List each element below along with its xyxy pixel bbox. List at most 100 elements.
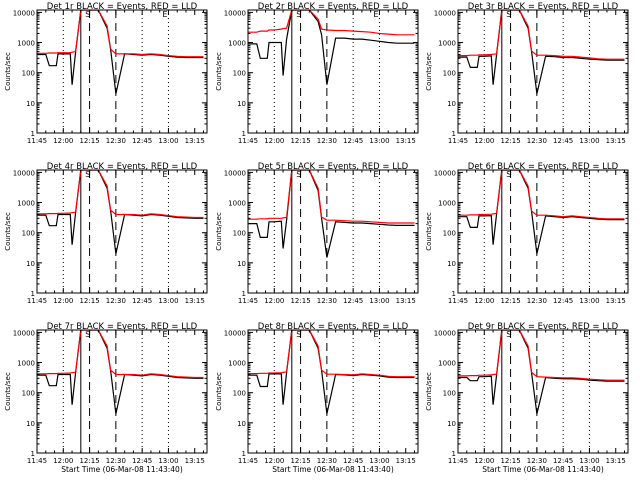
x-tick-label: 12:30 (106, 297, 126, 305)
chart-panel-6: 1 10 100 1000 10000 11:45 12:00 12:15 12:30 12:45… (425, 162, 629, 305)
plot-frame (457, 329, 629, 454)
chart-title: Det 3r BLACK = Events, RED = LLD (468, 2, 619, 12)
chart-title: Det 2r BLACK = Events, RED = LLD (258, 2, 409, 12)
x-tick-label: 12:15 (79, 457, 99, 465)
x-tick-label: 12:00 (264, 297, 284, 305)
y-tick-label: 10 (26, 100, 35, 108)
chart-panel-7: 1 10 100 1000 10000 11:45 12:00 12:15 12:30 12:45… (4, 322, 208, 474)
y-tick-label: 100 (443, 390, 456, 398)
y-tick-label: 10 (447, 420, 456, 428)
y-axis-label: Counts/sec (215, 372, 223, 411)
interval-marker-label: S (85, 10, 90, 19)
x-tick-label: 12:30 (106, 457, 126, 465)
x-axis-label: Start Time (06-Mar-08 11:43:40) (61, 465, 183, 474)
y-tick-label: 10 (237, 260, 246, 268)
x-tick-label: 12:30 (527, 137, 547, 145)
x-tick-label: 11:45 (238, 297, 258, 305)
x-tick-label: 13:15 (606, 297, 626, 305)
x-tick-label: 13:15 (396, 457, 416, 465)
series-line-lld (37, 330, 204, 379)
y-tick-label: 1 (242, 290, 246, 298)
y-tick-label: 10000 (224, 9, 246, 17)
y-tick-label: 100 (233, 390, 246, 398)
chart-panel-9: 1 10 100 1000 10000 11:45 12:00 12:15 12:30 12:45… (425, 322, 629, 474)
x-tick-label: 12:00 (474, 137, 494, 145)
x-tick-label: 12:00 (53, 457, 73, 465)
series-line-lld (458, 10, 625, 60)
x-tick-label: 13:00 (579, 137, 599, 145)
y-tick-label: 1000 (438, 200, 456, 208)
y-tick-label: 10000 (13, 169, 35, 177)
y-tick-label: 1 (31, 450, 35, 458)
chart-panel-5: 1 10 100 1000 10000 11:45 12:00 12:15 12:30 12:45… (215, 162, 419, 305)
y-axis-label: Counts/sec (425, 52, 433, 91)
x-tick-label: 12:15 (79, 297, 99, 305)
x-tick-label: 13:00 (369, 457, 389, 465)
x-tick-label: 12:30 (317, 137, 337, 145)
x-tick-label: 12:00 (53, 137, 73, 145)
x-tick-label: 12:30 (527, 457, 547, 465)
x-tick-label: 12:15 (500, 457, 520, 465)
x-tick-label: 12:45 (343, 297, 363, 305)
y-tick-label: 1 (452, 130, 456, 138)
x-tick-label: 13:15 (396, 137, 416, 145)
chart-panel-3: 1 10 100 1000 10000 11:45 12:00 12:15 12:30 12:45… (425, 2, 629, 145)
x-tick-label: 13:15 (606, 457, 626, 465)
plot-frame (36, 9, 208, 134)
x-axis-label: Start Time (06-Mar-08 11:43:40) (272, 465, 394, 474)
y-axis-label: Counts/sec (215, 212, 223, 251)
y-tick-label: 10000 (224, 169, 246, 177)
x-tick-label: 11:45 (448, 457, 468, 465)
x-tick-label: 11:45 (448, 137, 468, 145)
x-tick-label: 11:45 (448, 297, 468, 305)
y-tick-label: 1000 (228, 200, 246, 208)
x-tick-label: 13:00 (158, 457, 178, 465)
interval-marker-label: E (583, 10, 588, 19)
interval-marker-label: S (296, 10, 301, 19)
x-tick-label: 13:15 (606, 137, 626, 145)
x-tick-label: 12:45 (132, 457, 152, 465)
x-tick-label: 12:30 (527, 297, 547, 305)
interval-marker-label: S (85, 330, 90, 339)
chart-title: Det 6r BLACK = Events, RED = LLD (468, 162, 619, 172)
y-tick-label: 100 (233, 70, 246, 78)
y-axis-label: Counts/sec (425, 212, 433, 251)
series-line-lld (248, 10, 415, 36)
y-tick-label: 1000 (17, 360, 35, 368)
y-tick-label: 10000 (434, 9, 456, 17)
y-tick-label: 1 (242, 450, 246, 458)
x-tick-label: 12:00 (474, 457, 494, 465)
y-tick-label: 10000 (224, 329, 246, 337)
y-tick-label: 10000 (13, 329, 35, 337)
plot-frame (36, 329, 208, 454)
x-tick-label: 12:15 (290, 297, 310, 305)
interval-marker-label: S (85, 170, 90, 179)
y-tick-label: 100 (22, 390, 35, 398)
x-tick-label: 12:30 (317, 457, 337, 465)
x-tick-label: 13:15 (396, 297, 416, 305)
series-line-lld (248, 170, 415, 224)
chart-title: Det 8r BLACK = Events, RED = LLD (258, 322, 409, 332)
interval-marker-label: S (296, 330, 301, 339)
x-tick-label: 12:00 (264, 137, 284, 145)
interval-marker-label: S (506, 330, 511, 339)
interval-marker-label: E (162, 10, 167, 19)
x-tick-label: 11:45 (238, 137, 258, 145)
y-tick-label: 10 (26, 260, 35, 268)
series-line-events (248, 10, 415, 85)
plot-frame (36, 169, 208, 294)
interval-marker-label: E (373, 330, 378, 339)
chart-panel-2: 1 10 100 1000 10000 11:45 12:00 12:15 12:30 12:45… (215, 2, 419, 145)
x-tick-label: 13:15 (185, 457, 205, 465)
x-tick-label: 12:45 (553, 137, 573, 145)
y-tick-label: 100 (443, 70, 456, 78)
y-tick-label: 10000 (434, 329, 456, 337)
series-line-lld (37, 10, 204, 58)
y-tick-label: 1 (452, 290, 456, 298)
x-tick-label: 12:45 (132, 137, 152, 145)
plot-frame (247, 329, 419, 454)
interval-marker-label: E (373, 10, 378, 19)
x-tick-label: 13:15 (185, 137, 205, 145)
